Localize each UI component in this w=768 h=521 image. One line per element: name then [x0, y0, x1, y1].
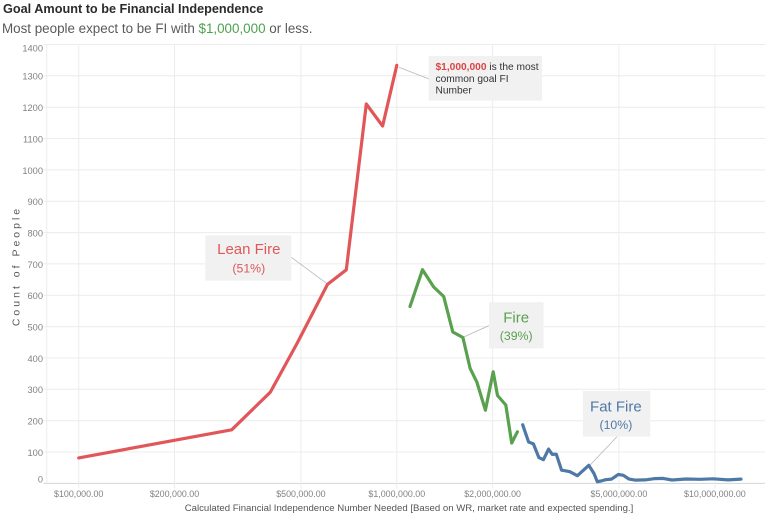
svg-text:$200,000.00: $200,000.00	[150, 489, 199, 499]
svg-text:400: 400	[27, 354, 43, 364]
svg-text:Calculated Financial Independe: Calculated Financial Independence Number…	[185, 503, 634, 514]
svg-text:700: 700	[27, 260, 43, 270]
svg-text:Lean Fire: Lean Fire	[217, 241, 280, 258]
svg-text:(10%): (10%)	[599, 418, 632, 432]
svg-text:(51%): (51%)	[232, 261, 265, 275]
svg-text:Goal Amount to be Financial In: Goal Amount to be Financial Independence	[3, 2, 263, 16]
svg-text:1300: 1300	[22, 72, 43, 82]
svg-text:$5,000,000.00: $5,000,000.00	[591, 489, 648, 499]
svg-text:0: 0	[38, 474, 43, 484]
svg-text:Fire: Fire	[503, 310, 529, 327]
svg-text:1000: 1000	[22, 166, 43, 176]
svg-text:common goal FI: common goal FI	[436, 74, 509, 85]
svg-text:800: 800	[27, 229, 43, 239]
svg-text:100: 100	[27, 448, 43, 458]
svg-text:900: 900	[27, 197, 43, 207]
svg-text:1100: 1100	[23, 134, 43, 144]
svg-text:200: 200	[27, 417, 43, 427]
svg-text:Number: Number	[436, 85, 473, 96]
svg-text:$100,000.00: $100,000.00	[54, 489, 103, 499]
svg-text:Most people expect to be FI wi: Most people expect to be FI with $1,000,…	[2, 21, 312, 36]
svg-text:(39%): (39%)	[500, 329, 533, 343]
svg-text:1200: 1200	[22, 103, 43, 113]
svg-text:500: 500	[27, 323, 43, 333]
svg-text:600: 600	[27, 291, 43, 301]
svg-text:$1,000,000.00: $1,000,000.00	[368, 489, 425, 499]
svg-text:$2,000,000.00: $2,000,000.00	[464, 489, 521, 499]
svg-text:$10,000,000.00: $10,000,000.00	[684, 489, 746, 499]
svg-text:$500,000.00: $500,000.00	[276, 489, 325, 499]
svg-text:300: 300	[27, 385, 43, 395]
svg-text:1400: 1400	[22, 43, 43, 53]
svg-text:Fat Fire: Fat Fire	[590, 398, 642, 415]
svg-text:$1,000,000 is the most: $1,000,000 is the most	[436, 62, 539, 73]
svg-text:Count of People: Count of People	[11, 206, 23, 326]
